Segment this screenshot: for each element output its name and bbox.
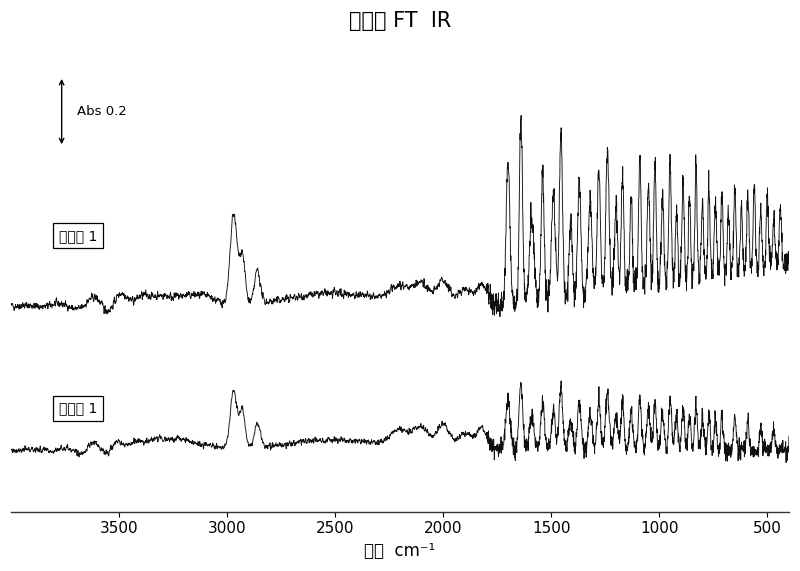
X-axis label: 波数  cm⁻¹: 波数 cm⁻¹ [364, 542, 436, 560]
Title: 漫反射 FT  IR: 漫反射 FT IR [349, 11, 451, 31]
Text: 比较例 1: 比较例 1 [58, 229, 97, 243]
Text: 实施例 1: 实施例 1 [58, 402, 97, 416]
Text: Abs 0.2: Abs 0.2 [78, 105, 127, 118]
